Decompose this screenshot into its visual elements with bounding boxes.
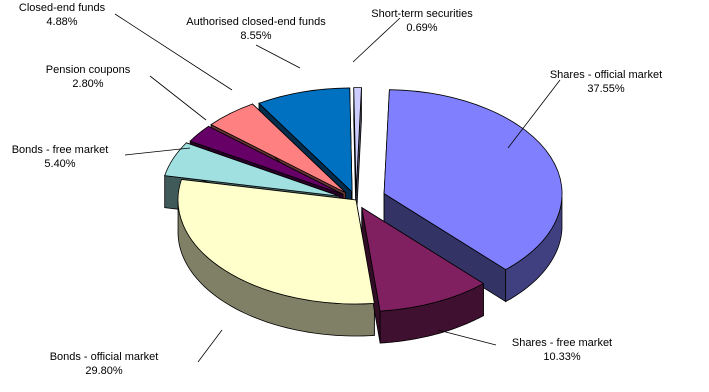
pie-slice [258,87,353,193]
slice-value-label: 2.80% [72,78,103,90]
slice-value-label: 0.69% [406,22,437,34]
pie-slice [353,87,362,192]
slice-value-label: 10.33% [543,351,581,363]
leader-line [197,329,223,363]
leader-line [114,13,233,91]
pie-slice [361,206,485,312]
pie-slice [177,179,375,305]
leader-line [507,79,561,149]
pie-slice-tops [164,87,563,312]
slice-label: Shares - official market [550,69,662,81]
leader-line [352,17,401,63]
slice-label: Authorised closed-end funds [186,16,326,28]
slice-label: Bonds - official market [50,351,159,363]
pie-slice [383,89,563,271]
slice-value-label: 5.40% [44,158,75,170]
slice-value-label: 29.80% [85,365,123,377]
leader-line [437,329,497,346]
slice-label: Shares - free market [512,337,612,349]
leader-line [255,44,301,69]
leader-line [149,75,207,121]
pie-slice [210,103,346,194]
slice-label: Closed-end funds [19,2,106,14]
slice-value-label: 4.88% [46,16,77,28]
pie-slice [164,142,340,197]
slice-value-label: 8.55% [240,30,271,42]
label-leader-lines [114,13,561,363]
slice-label: Pension coupons [46,64,131,76]
pie-slice [189,125,344,195]
slice-label: Short-term securities [371,8,473,20]
slice-value-label: 37.55% [587,83,625,95]
slice-label: Bonds - free market [12,144,109,156]
slice-labels: Shares - official market 37.55% Shares - f… [12,2,662,377]
leader-line [124,147,191,156]
